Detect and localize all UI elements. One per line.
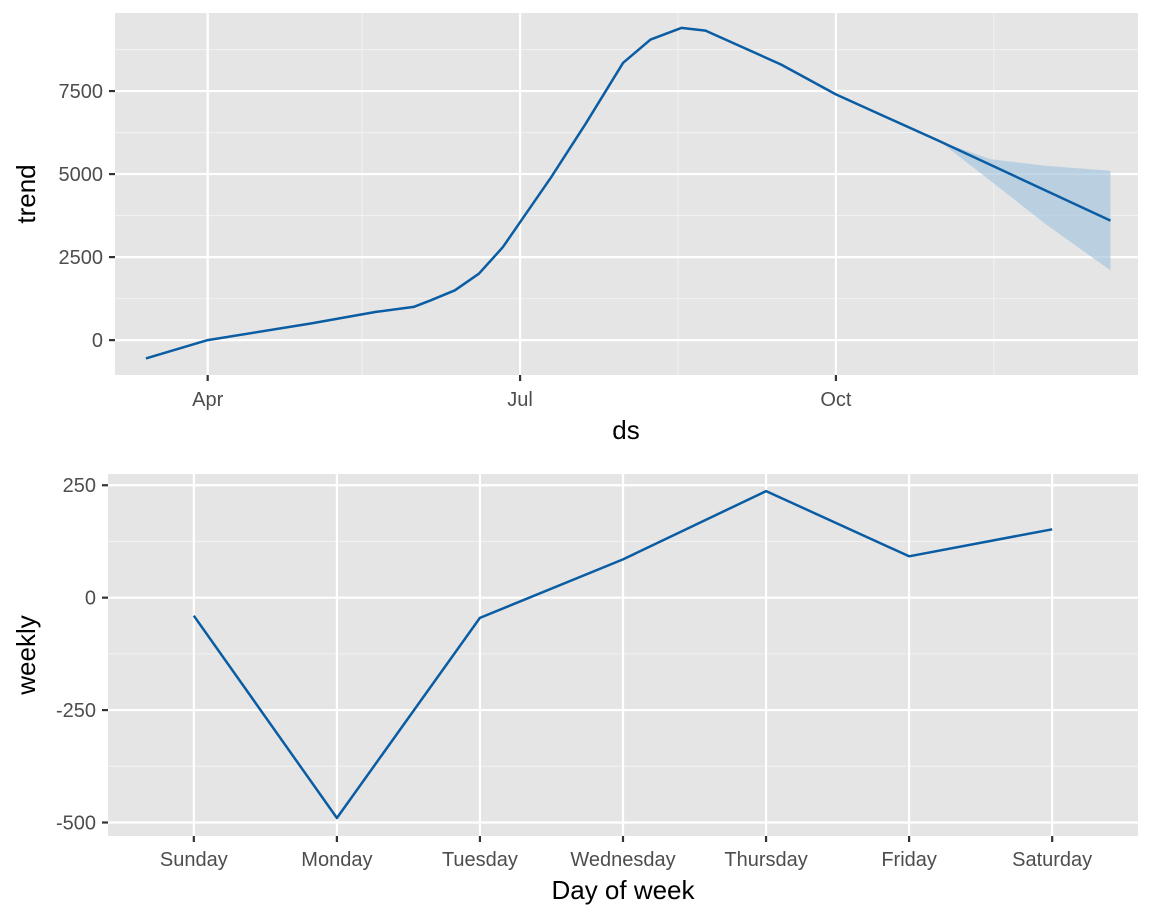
weekly-x-axis-title: Day of week (551, 875, 695, 905)
weekly-line (192, 489, 1053, 820)
weekly-x-tick-label: Thursday (724, 849, 807, 871)
weekly-x-tick-label: Sunday (160, 849, 228, 871)
trend-minor-gridlines (115, 13, 1138, 375)
trend-x-tick-label: Oct (820, 389, 852, 411)
trend-y-tick-label: 7500 (59, 81, 104, 103)
weekly-chart: -500 -250 0 250 Sunday Monday Tuesday Wednesda… (11, 474, 1138, 905)
trend-x-tick-label: Jul (507, 389, 533, 411)
trend-y-axis: 0 2500 5000 7500 (59, 81, 115, 352)
trend-x-axis-title: ds (612, 415, 639, 445)
weekly-x-tick-label: Friday (881, 849, 937, 871)
trend-x-axis: Apr Jul Oct (192, 375, 852, 411)
trend-x-tick-label: Apr (192, 389, 223, 411)
weekly-x-tick-label: Saturday (1012, 849, 1092, 871)
trend-series (145, 26, 1112, 360)
trend-uncertainty-band (938, 140, 1111, 271)
weekly-y-axis: -500 -250 0 250 (56, 475, 108, 835)
trend-uncertainty-area (938, 140, 1111, 271)
weekly-y-tick-label: 0 (85, 588, 96, 610)
weekly-y-tick-label: -500 (56, 813, 96, 835)
weekly-x-tick-label: Monday (301, 849, 372, 871)
trend-y-tick-label: 5000 (59, 164, 104, 186)
trend-major-gridlines (115, 13, 1138, 375)
weekly-x-tick-label: Tuesday (442, 849, 518, 871)
weekly-y-tick-label: 250 (63, 475, 96, 497)
weekly-x-tick-label: Wednesday (570, 849, 675, 871)
trend-y-axis-title: trend (11, 164, 41, 223)
weekly-y-axis-title: weekly (11, 615, 41, 695)
trend-y-tick-label: 2500 (59, 247, 104, 269)
trend-plot-panel (115, 13, 1138, 375)
weekly-y-tick-label: -250 (56, 700, 96, 722)
trend-line (145, 26, 1112, 360)
weekly-series (192, 489, 1053, 820)
weekly-major-gridlines (108, 474, 1138, 836)
weekly-x-axis: Sunday Monday Tuesday Wednesday Thursday Frid… (160, 836, 1092, 871)
trend-y-tick-label: 0 (92, 330, 103, 352)
trend-chart: 0 2500 5000 7500 Apr Jul Oct ds trend (11, 13, 1138, 445)
